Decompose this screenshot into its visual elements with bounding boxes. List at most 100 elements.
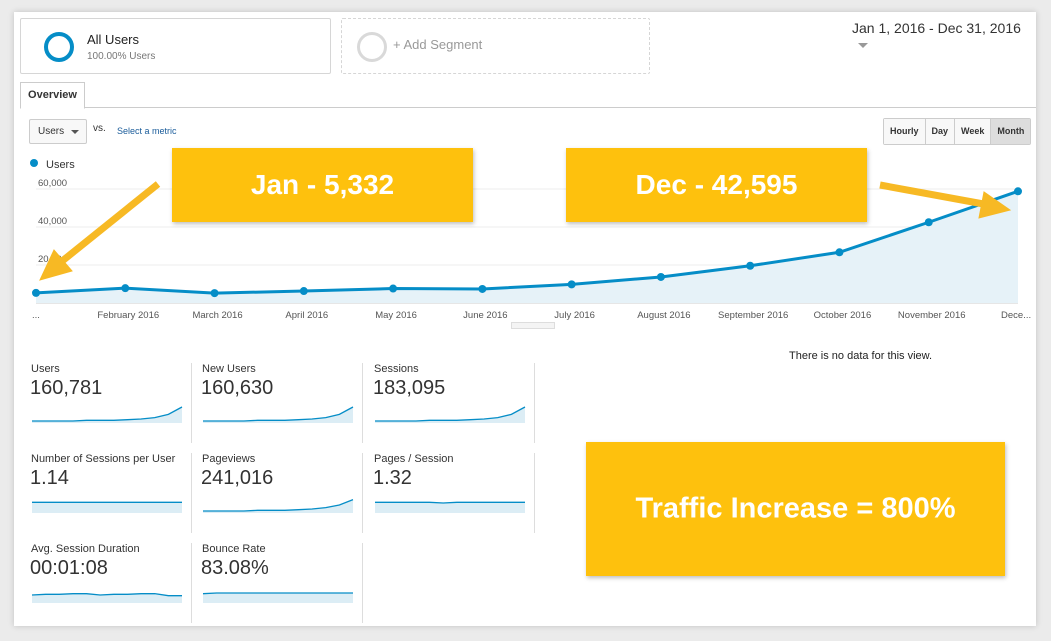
data-point: [389, 284, 398, 293]
sparkline-line: [375, 406, 526, 422]
sparkline-line: [31, 593, 182, 597]
divider: [534, 363, 535, 443]
select-metric-link[interactable]: Select a metric: [117, 126, 177, 136]
sparkline-area: [203, 593, 353, 603]
sparkline: [203, 406, 354, 423]
traffic-increase-callout: Traffic Increase = 800%: [586, 442, 1005, 576]
jan-callout-text: Jan - 5,332: [250, 169, 395, 200]
data-point: [121, 284, 130, 293]
divider: [534, 453, 535, 533]
jan-callout: Jan - 5,332: [172, 148, 473, 222]
scorecard[interactable]: Sessions 183,095: [372, 363, 540, 443]
date-range-picker[interactable]: Jan 1, 2016 - Dec 31, 2016: [852, 20, 1036, 52]
day-button[interactable]: Day: [925, 119, 956, 144]
scorecard-label: Avg. Session Duration: [31, 543, 140, 555]
data-point: [1014, 187, 1022, 196]
scorecard-value: 160,781: [30, 377, 103, 399]
data-point: [32, 288, 40, 297]
scorecard-value: 1.14: [30, 467, 69, 489]
scorecard[interactable]: Bounce Rate 83.08%: [200, 543, 368, 623]
x-tick-label: February 2016: [97, 310, 159, 321]
hourly-button[interactable]: Hourly: [884, 119, 926, 144]
scorecard-label: Sessions: [374, 363, 419, 375]
scorecard-value: 183,095: [373, 377, 446, 399]
sparkline-area: [203, 499, 353, 513]
scorecard-label: Bounce Rate: [202, 543, 266, 555]
segment-all-users[interactable]: All Users 100.00% Users: [20, 18, 331, 74]
sparkline-line: [202, 592, 353, 595]
scorecard[interactable]: New Users 160,630: [200, 363, 368, 443]
scorecard[interactable]: Number of Sessions per User 1.14: [29, 453, 197, 533]
x-tick-label: ...: [32, 310, 40, 321]
y-tick-label: 20,000: [38, 254, 67, 265]
data-point: [656, 272, 665, 281]
segment-subtitle: 100.00% Users: [87, 51, 156, 62]
x-tick-label: September 2016: [718, 310, 788, 321]
x-tick-label: April 2016: [285, 310, 328, 321]
sparkline-area: [375, 502, 525, 513]
traffic-increase-text: Traffic Increase = 800%: [635, 492, 956, 525]
week-button[interactable]: Week: [955, 119, 992, 144]
sparkline: [202, 592, 353, 603]
scorecard-label: Users: [31, 363, 60, 375]
no-data-message: There is no data for this view.: [789, 350, 933, 362]
scorecard-value: 160,630: [201, 377, 274, 399]
tab-bar: Overview: [20, 82, 1036, 109]
data-point: [924, 218, 933, 227]
x-tick-label: July 2016: [554, 310, 595, 321]
scorecard-label: New Users: [202, 363, 256, 375]
y-tick-label: 60,000: [38, 178, 67, 189]
sparkline-line: [375, 501, 525, 504]
scorecard-value: 241,016: [201, 467, 274, 489]
scorecard-value: 83.08%: [201, 557, 269, 579]
data-point: [299, 287, 308, 296]
x-tick-label: November 2016: [898, 310, 966, 321]
users-line-chart: 60,000 40,000 20,000... February 2016 March …: [32, 178, 1031, 321]
sparkline: [375, 406, 526, 423]
y-tick-label: 40,000: [38, 216, 67, 227]
scorecard-label: Pageviews: [202, 453, 256, 465]
metric-select[interactable]: Users: [29, 119, 87, 144]
dec-callout-text: Dec - 42,595: [635, 169, 798, 200]
scorecard-label: Pages / Session: [374, 453, 454, 465]
scorecard[interactable]: Users 160,781: [29, 363, 197, 443]
vs-label: vs.: [93, 123, 106, 134]
add-segment-button[interactable]: + Add Segment: [341, 18, 650, 74]
sparkline: [203, 499, 354, 513]
dec-callout: Dec - 42,595: [566, 148, 867, 222]
divider: [362, 363, 363, 443]
divider: [191, 543, 192, 623]
chart-resize-handle[interactable]: [511, 322, 555, 329]
divider: [362, 453, 363, 533]
metric-select-value: Users: [38, 126, 65, 137]
scorecard-label: Number of Sessions per User: [31, 453, 176, 465]
scorecard[interactable]: Avg. Session Duration 00:01:08: [29, 543, 197, 623]
x-tick-label: October 2016: [814, 310, 872, 321]
divider: [191, 363, 192, 443]
series-area-users: [36, 191, 1018, 303]
segment-title: All Users: [87, 32, 140, 47]
x-tick-label: June 2016: [463, 310, 507, 321]
chevron-down-icon: [71, 130, 79, 134]
sparkline-line: [32, 406, 183, 422]
data-point: [478, 284, 487, 293]
data-point: [746, 261, 755, 270]
sparkline-area: [32, 502, 182, 513]
month-button[interactable]: Month: [991, 119, 1031, 144]
sparkline-line: [203, 406, 354, 422]
scorecard-value: 00:01:08: [30, 557, 108, 579]
empty-segment-ring-icon: [357, 32, 387, 62]
granularity-toggle: Hourly Day Week Month: [883, 118, 1032, 145]
legend-label-users: Users: [46, 159, 75, 171]
scorecard[interactable]: Pages / Session 1.32: [372, 453, 540, 533]
chart-legend: Users: [30, 159, 75, 171]
tab-overview[interactable]: Overview: [20, 82, 85, 109]
date-range-label: Jan 1, 2016 - Dec 31, 2016: [852, 20, 1021, 36]
analytics-panel: All Users 100.00% Users + Add Segment Ja…: [14, 12, 1036, 626]
sparkline-line: [203, 499, 354, 512]
scorecard[interactable]: Pageviews 241,016: [200, 453, 368, 533]
scorecard-value: 1.32: [373, 467, 412, 489]
sparkline: [375, 501, 525, 513]
x-tick-label: March 2016: [192, 310, 242, 321]
sparkline: [32, 406, 183, 423]
